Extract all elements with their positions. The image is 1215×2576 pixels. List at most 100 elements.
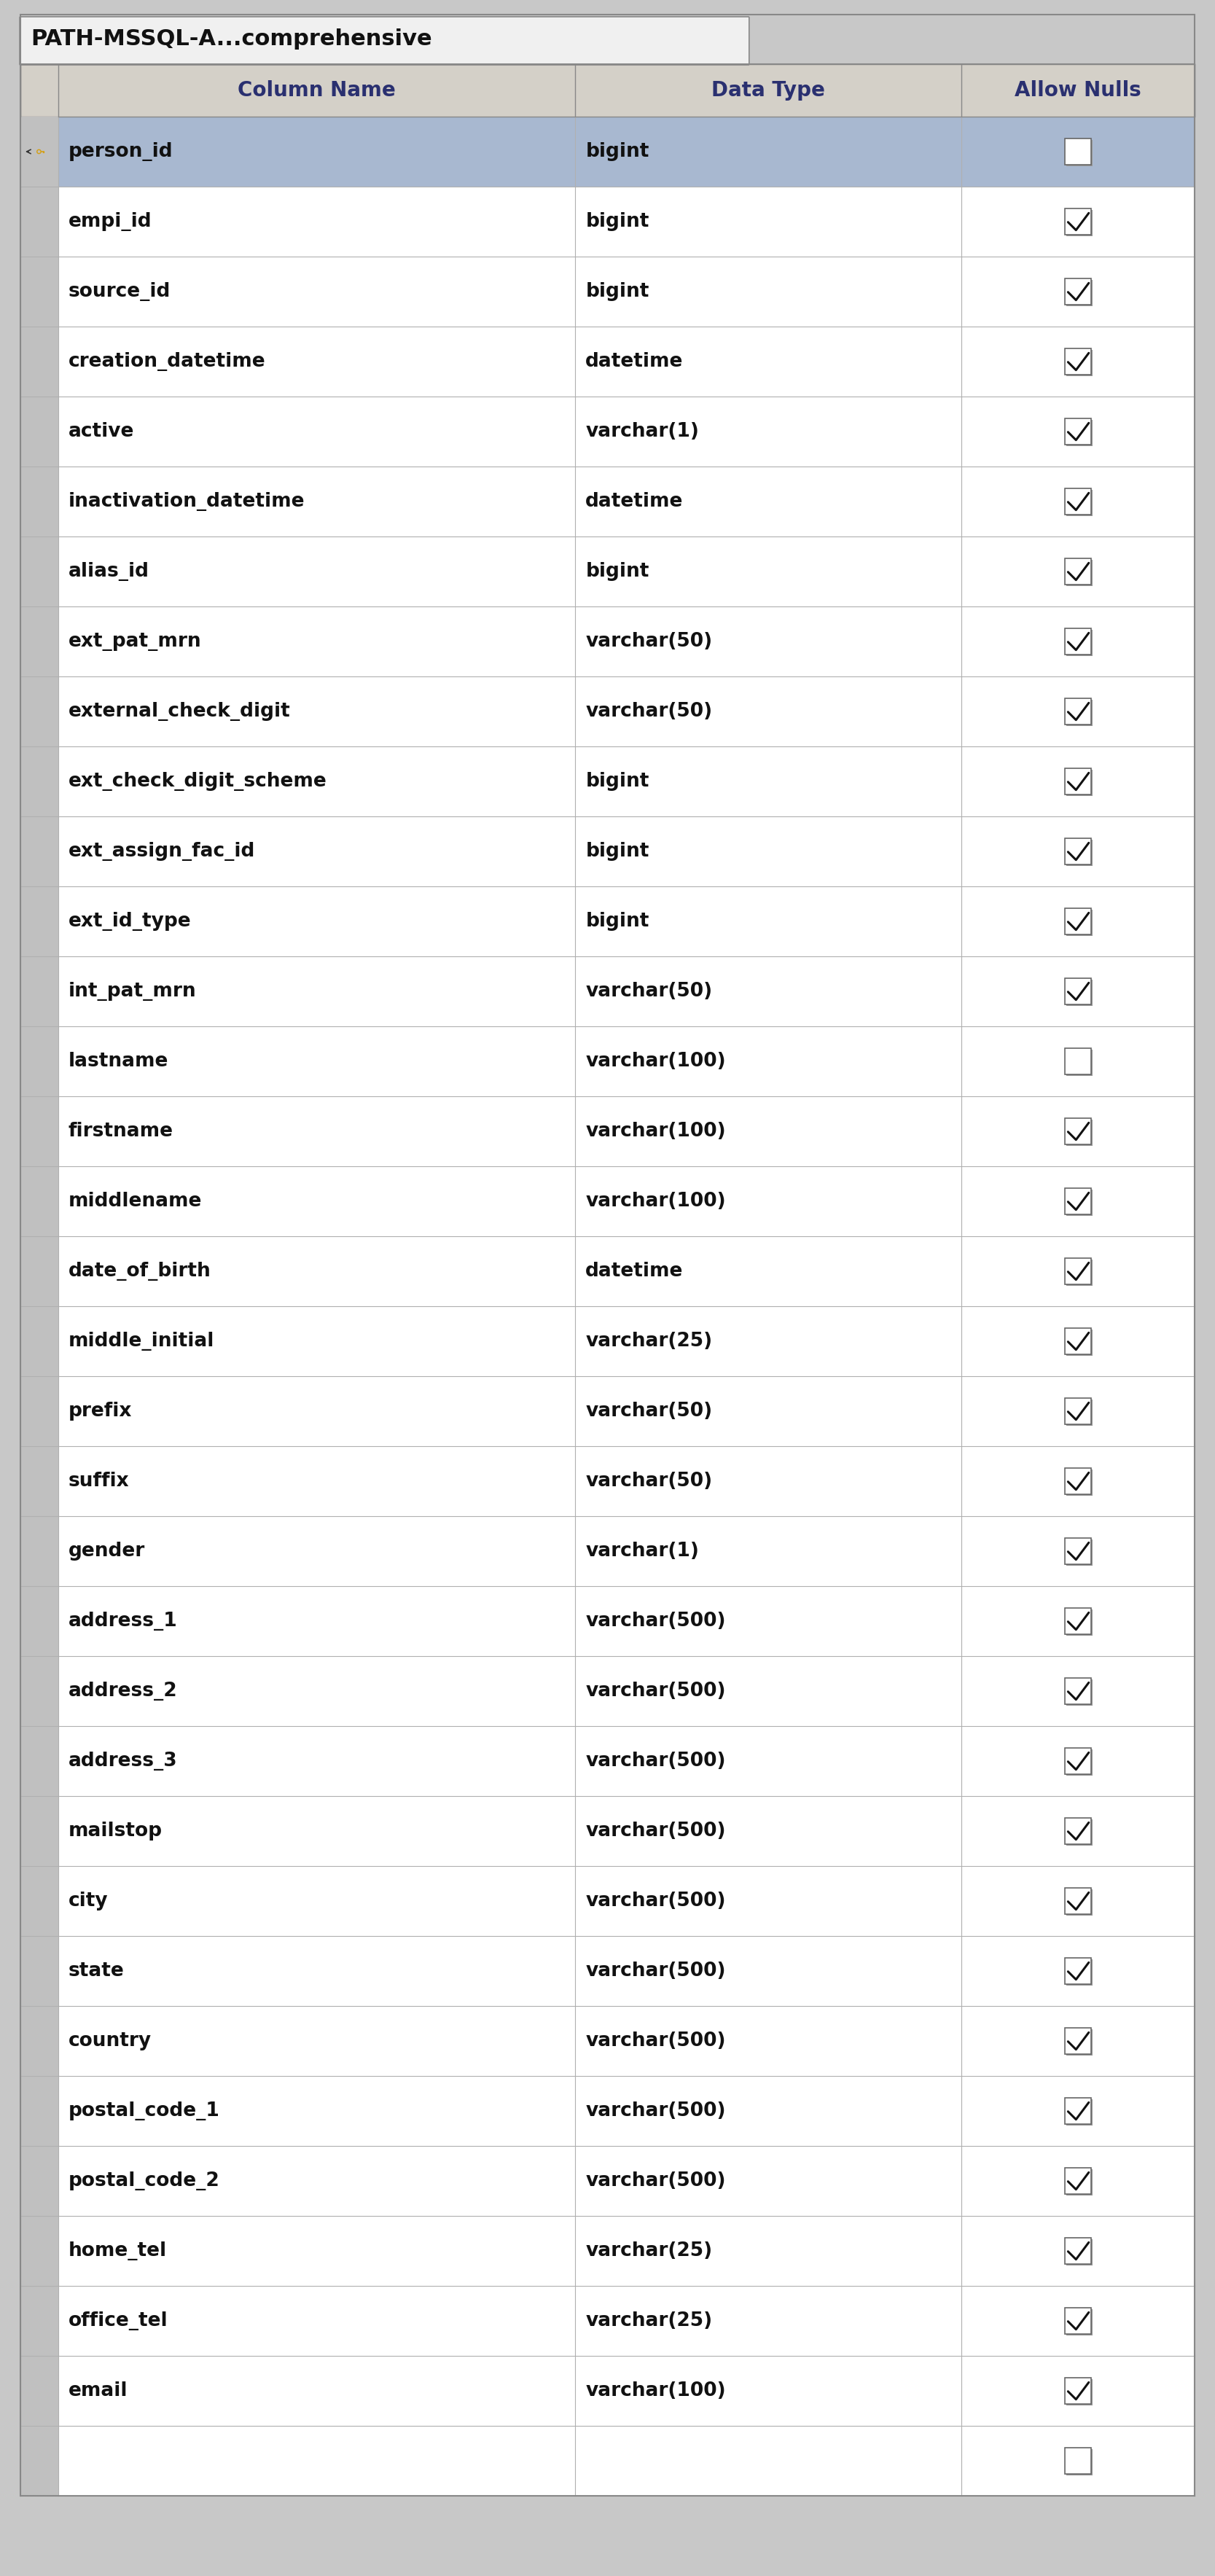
Text: int_pat_mrn: int_pat_mrn bbox=[68, 981, 197, 1002]
Bar bbox=[1067, 489, 1092, 515]
Text: PATH-MSSQL-A...comprehensive: PATH-MSSQL-A...comprehensive bbox=[30, 28, 433, 49]
Bar bbox=[1064, 348, 1091, 376]
Text: datetime: datetime bbox=[586, 1262, 684, 1280]
Bar bbox=[21, 956, 1194, 1025]
Bar bbox=[21, 1445, 58, 1517]
Bar bbox=[1064, 909, 1091, 935]
Text: varchar(500): varchar(500) bbox=[586, 1682, 725, 1700]
Text: datetime: datetime bbox=[586, 492, 684, 510]
Text: varchar(500): varchar(500) bbox=[586, 2102, 725, 2120]
Bar bbox=[1064, 1677, 1091, 1705]
Text: source_id: source_id bbox=[68, 283, 171, 301]
Bar bbox=[21, 2285, 58, 2357]
Text: external_check_digit: external_check_digit bbox=[68, 701, 290, 721]
Bar bbox=[21, 64, 1194, 116]
Bar bbox=[1064, 1257, 1091, 1285]
Text: ext_pat_mrn: ext_pat_mrn bbox=[68, 631, 202, 652]
Bar bbox=[1064, 1118, 1091, 1144]
Text: creation_datetime: creation_datetime bbox=[68, 353, 266, 371]
Text: varchar(500): varchar(500) bbox=[586, 1752, 725, 1770]
Bar bbox=[21, 1865, 58, 1937]
Bar bbox=[21, 185, 1194, 258]
Bar bbox=[1064, 1538, 1091, 1564]
Bar bbox=[21, 2427, 58, 2496]
Bar bbox=[1064, 979, 1091, 1005]
Bar bbox=[21, 1376, 1194, 1445]
Text: varchar(500): varchar(500) bbox=[586, 1891, 725, 1911]
Bar bbox=[1067, 139, 1092, 167]
Text: mailstop: mailstop bbox=[68, 1821, 163, 1839]
Text: inactivation_datetime: inactivation_datetime bbox=[68, 492, 305, 510]
Bar bbox=[1067, 701, 1092, 726]
Bar bbox=[1064, 1888, 1091, 1914]
Bar bbox=[21, 1795, 1194, 1865]
Text: firstname: firstname bbox=[68, 1121, 174, 1141]
Bar bbox=[1067, 1121, 1092, 1146]
Text: varchar(100): varchar(100) bbox=[586, 1121, 725, 1141]
Bar bbox=[21, 327, 58, 397]
Bar bbox=[1067, 1260, 1092, 1285]
Text: middlename: middlename bbox=[68, 1193, 202, 1211]
Text: varchar(25): varchar(25) bbox=[586, 1332, 712, 1350]
Text: prefix: prefix bbox=[68, 1401, 132, 1419]
Text: country: country bbox=[68, 2032, 152, 2050]
Text: city: city bbox=[68, 1891, 108, 1911]
Bar bbox=[1064, 139, 1091, 165]
Bar bbox=[1067, 2030, 1092, 2056]
Bar bbox=[21, 466, 1194, 536]
Bar bbox=[21, 1865, 1194, 1937]
Text: email: email bbox=[68, 2380, 128, 2401]
Bar bbox=[21, 1097, 1194, 1167]
Text: person_id: person_id bbox=[68, 142, 174, 162]
Bar bbox=[21, 2427, 1194, 2496]
Bar bbox=[21, 2007, 1194, 2076]
Text: bigint: bigint bbox=[586, 773, 649, 791]
Bar bbox=[1067, 1468, 1092, 1497]
Bar bbox=[1067, 2450, 1092, 2476]
Text: address_1: address_1 bbox=[68, 1613, 177, 1631]
Text: bigint: bigint bbox=[586, 283, 649, 301]
Bar bbox=[21, 2007, 58, 2076]
Bar bbox=[1067, 1329, 1092, 1355]
Bar bbox=[1064, 209, 1091, 234]
Text: active: active bbox=[68, 422, 135, 440]
Text: varchar(500): varchar(500) bbox=[586, 2172, 725, 2190]
Bar bbox=[1067, 2308, 1092, 2336]
Bar bbox=[1064, 2239, 1091, 2264]
Text: address_2: address_2 bbox=[68, 1682, 177, 1700]
Text: varchar(50): varchar(50) bbox=[586, 631, 712, 652]
Bar bbox=[21, 1167, 58, 1236]
Bar bbox=[1064, 1188, 1091, 1213]
Bar bbox=[21, 817, 1194, 886]
Bar bbox=[21, 2146, 58, 2215]
Bar bbox=[21, 1656, 58, 1726]
Bar bbox=[21, 2146, 1194, 2215]
Bar bbox=[21, 185, 58, 258]
Bar bbox=[21, 1656, 1194, 1726]
Text: varchar(1): varchar(1) bbox=[586, 422, 699, 440]
Bar bbox=[21, 536, 58, 605]
Text: varchar(1): varchar(1) bbox=[586, 1540, 699, 1561]
Text: datetime: datetime bbox=[586, 353, 684, 371]
Bar bbox=[1067, 1888, 1092, 1917]
Bar bbox=[21, 1937, 1194, 2007]
Bar bbox=[1067, 281, 1092, 307]
Bar bbox=[1067, 2380, 1092, 2406]
Text: bigint: bigint bbox=[586, 912, 649, 930]
Bar bbox=[1067, 1190, 1092, 1216]
Text: suffix: suffix bbox=[68, 1471, 130, 1492]
Bar bbox=[21, 2215, 1194, 2285]
Bar bbox=[21, 1025, 58, 1097]
Bar bbox=[1067, 420, 1092, 446]
Text: bigint: bigint bbox=[586, 211, 649, 232]
Bar bbox=[1064, 1048, 1091, 1074]
Bar bbox=[21, 747, 1194, 817]
Bar bbox=[1064, 1819, 1091, 1844]
Text: home_tel: home_tel bbox=[68, 2241, 166, 2259]
Text: middle_initial: middle_initial bbox=[68, 1332, 215, 1350]
Bar bbox=[1064, 1399, 1091, 1425]
Bar bbox=[21, 956, 58, 1025]
Bar bbox=[21, 1306, 58, 1376]
Bar bbox=[1064, 2378, 1091, 2403]
Text: varchar(100): varchar(100) bbox=[586, 1051, 725, 1072]
